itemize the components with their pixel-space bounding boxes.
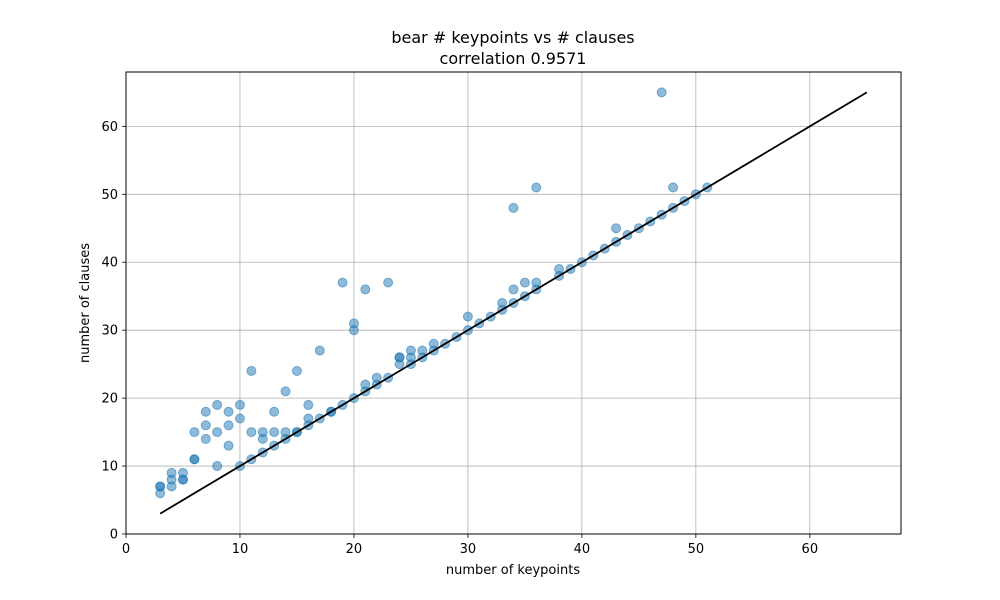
data-point: [234, 413, 245, 424]
x-tick-label: 20: [346, 542, 363, 557]
data-point: [155, 481, 166, 492]
data-point: [531, 277, 542, 288]
data-point: [189, 427, 200, 438]
data-point: [508, 284, 519, 295]
x-tick-label: 0: [122, 542, 130, 557]
y-tick-label: 0: [110, 528, 118, 543]
data-point: [189, 454, 200, 465]
data-point: [668, 182, 679, 193]
data-point: [417, 345, 428, 356]
data-point: [177, 467, 188, 478]
data-point: [223, 406, 234, 417]
data-point: [200, 406, 211, 417]
y-tick-label: 30: [101, 324, 118, 339]
data-point: [246, 365, 257, 376]
x-tick-label: 50: [688, 542, 705, 557]
data-point: [405, 345, 416, 356]
y-tick-label: 40: [101, 256, 118, 271]
plot-frame: [125, 71, 902, 535]
data-point: [234, 399, 245, 410]
data-point: [371, 372, 382, 383]
data-point: [497, 298, 508, 308]
y-axis-label: number of clauses: [78, 243, 93, 363]
x-axis-ticks: 0 10 20 30 40 50 60: [122, 534, 818, 557]
y-axis-ticks: 0 10 20 30 40 50 60: [101, 120, 126, 543]
data-point: [280, 427, 291, 438]
fit-line: [159, 91, 868, 515]
data-point: [223, 440, 234, 451]
data-point: [656, 87, 667, 98]
data-point: [394, 352, 405, 363]
y-tick-label: 10: [101, 460, 118, 475]
data-point: [257, 427, 268, 438]
data-point: [428, 338, 439, 349]
grid-lines: [125, 72, 901, 535]
data-point: [303, 413, 314, 424]
data-point: [314, 345, 325, 356]
data-point: [554, 264, 565, 275]
data-point: [246, 427, 257, 438]
y-tick-label: 60: [101, 120, 118, 135]
data-point: [303, 399, 314, 410]
chart-subtitle: correlation 0.9571: [440, 49, 587, 68]
data-point: [462, 311, 473, 322]
data-point: [223, 420, 234, 431]
data-point: [269, 427, 280, 438]
data-point: [519, 277, 530, 288]
y-tick-label: 50: [101, 188, 118, 203]
y-tick-label: 20: [101, 392, 118, 407]
x-axis-label: number of keypoints: [446, 563, 580, 578]
chart-title: bear # keypoints vs # clauses: [391, 28, 634, 47]
fit-line-group: [159, 91, 868, 515]
x-tick-label: 10: [232, 542, 249, 557]
x-tick-label: 30: [460, 542, 477, 557]
data-point: [280, 386, 291, 397]
data-point: [212, 399, 223, 410]
data-points: [155, 87, 713, 499]
data-point: [508, 202, 519, 213]
x-tick-label: 40: [574, 542, 591, 557]
data-point: [337, 277, 348, 288]
data-point: [611, 223, 622, 234]
data-point: [291, 365, 302, 376]
data-point: [360, 284, 371, 295]
data-point: [269, 406, 280, 417]
data-point: [360, 379, 371, 390]
x-tick-label: 60: [802, 542, 819, 557]
data-point: [383, 277, 394, 288]
data-point: [166, 467, 177, 478]
data-point: [531, 182, 542, 193]
data-point: [212, 427, 223, 438]
data-point: [200, 420, 211, 431]
data-point: [212, 461, 223, 472]
data-point: [348, 318, 359, 329]
data-point: [200, 433, 211, 444]
